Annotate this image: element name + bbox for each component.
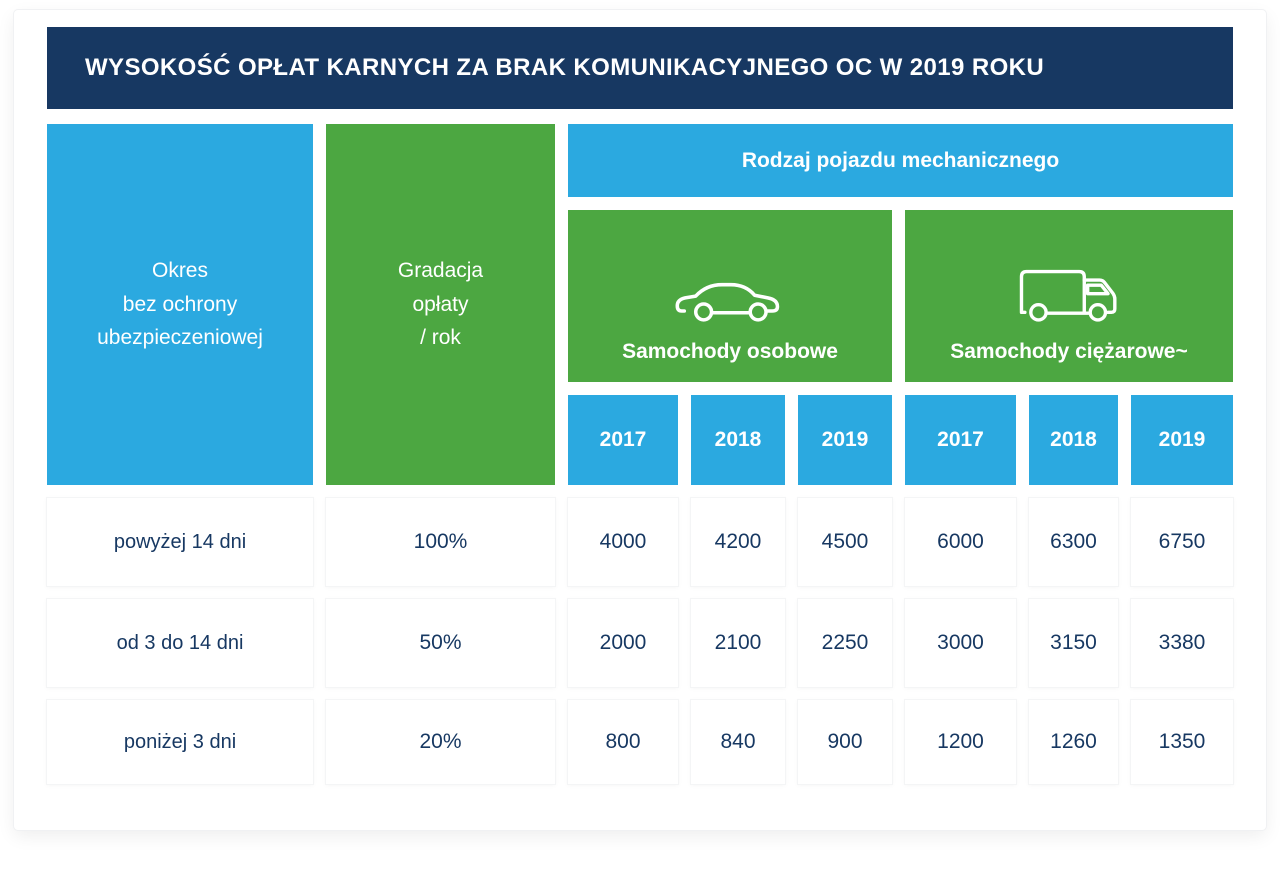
year-header-trucks-2018: 2018 bbox=[1029, 395, 1118, 485]
group-label-trucks: Samochody ciężarowe~ bbox=[950, 340, 1188, 363]
value-cell: 800 bbox=[568, 700, 678, 784]
value-cell: 4200 bbox=[691, 498, 785, 586]
value-cell: 1200 bbox=[905, 700, 1016, 784]
value-cell: 1260 bbox=[1029, 700, 1118, 784]
value-cell: 2000 bbox=[568, 599, 678, 687]
value-cell: 6750 bbox=[1131, 498, 1233, 586]
year-header-trucks-2019: 2019 bbox=[1131, 395, 1233, 485]
header-vehicle-type: Rodzaj pojazdu mechanicznego bbox=[568, 124, 1233, 197]
year-header-cars-2018: 2018 bbox=[691, 395, 785, 485]
period-cell: poniżej 3 dni bbox=[47, 700, 313, 784]
value-cell: 3000 bbox=[905, 599, 1016, 687]
value-cell: 3150 bbox=[1029, 599, 1118, 687]
value-cell: 4000 bbox=[568, 498, 678, 586]
period-cell: powyżej 14 dni bbox=[47, 498, 313, 586]
gradation-cell: 100% bbox=[326, 498, 555, 586]
gradation-cell: 50% bbox=[326, 599, 555, 687]
value-cell: 6300 bbox=[1029, 498, 1118, 586]
year-header-trucks-2017: 2017 bbox=[905, 395, 1016, 485]
value-cell: 1350 bbox=[1131, 700, 1233, 784]
value-cell: 2250 bbox=[798, 599, 892, 687]
period-cell: od 3 do 14 dni bbox=[47, 599, 313, 687]
penalty-table: Okres bez ochrony ubezpieczeniowej Grada… bbox=[47, 124, 1233, 784]
group-header-cars: Samochody osobowe bbox=[568, 210, 892, 382]
header-period: Okres bez ochrony ubezpieczeniowej bbox=[47, 124, 313, 485]
title-bar: WYSOKOŚĆ OPŁAT KARNYCH ZA BRAK KOMUNIKAC… bbox=[47, 27, 1233, 109]
penalty-table-card: WYSOKOŚĆ OPŁAT KARNYCH ZA BRAK KOMUNIKAC… bbox=[14, 10, 1266, 830]
car-icon bbox=[672, 275, 788, 326]
group-label-cars: Samochody osobowe bbox=[622, 340, 838, 363]
value-cell: 900 bbox=[798, 700, 892, 784]
year-header-cars-2019: 2019 bbox=[798, 395, 892, 485]
header-gradation: Gradacja opłaty / rok bbox=[326, 124, 555, 485]
gradation-cell: 20% bbox=[326, 700, 555, 784]
group-header-trucks: Samochody ciężarowe~ bbox=[905, 210, 1233, 382]
value-cell: 3380 bbox=[1131, 599, 1233, 687]
year-header-cars-2017: 2017 bbox=[568, 395, 678, 485]
value-cell: 840 bbox=[691, 700, 785, 784]
value-cell: 2100 bbox=[691, 599, 785, 687]
value-cell: 6000 bbox=[905, 498, 1016, 586]
page-title: WYSOKOŚĆ OPŁAT KARNYCH ZA BRAK KOMUNIKAC… bbox=[85, 54, 1045, 81]
truck-icon bbox=[1013, 263, 1125, 326]
value-cell: 4500 bbox=[798, 498, 892, 586]
